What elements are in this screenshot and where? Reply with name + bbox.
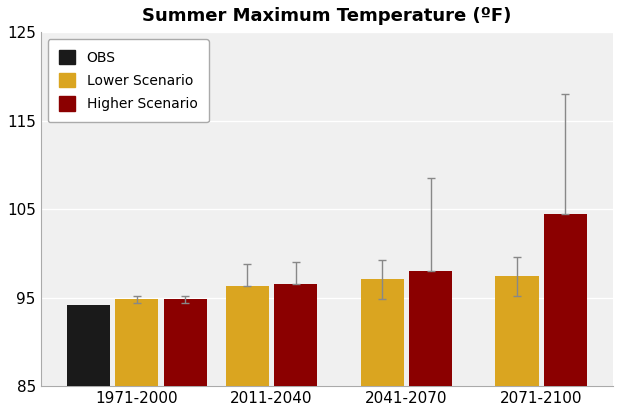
Bar bbox=[409, 271, 452, 386]
Bar bbox=[495, 276, 539, 386]
Bar bbox=[544, 214, 587, 386]
Bar bbox=[274, 285, 317, 386]
Bar bbox=[164, 299, 207, 386]
Title: Summer Maximum Temperature (ºF): Summer Maximum Temperature (ºF) bbox=[142, 7, 512, 25]
Bar bbox=[226, 286, 269, 386]
Bar bbox=[361, 279, 404, 386]
Bar bbox=[67, 305, 110, 386]
Bar bbox=[115, 299, 158, 386]
Legend: OBS, Lower Scenario, Higher Scenario: OBS, Lower Scenario, Higher Scenario bbox=[48, 39, 208, 122]
